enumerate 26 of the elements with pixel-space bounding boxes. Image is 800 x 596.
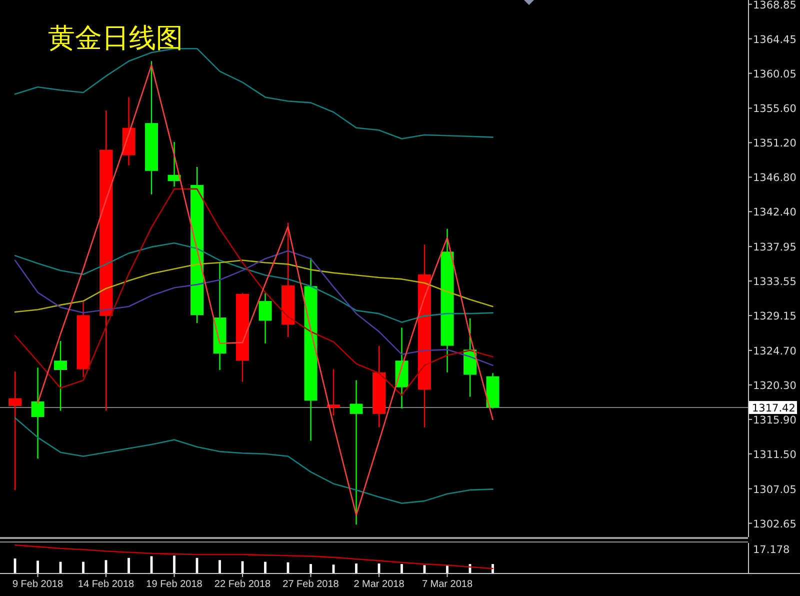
x-tick-label: 22 Feb 2018	[214, 579, 272, 590]
y-tick-label: 1360.05	[753, 68, 796, 80]
y-tick-label: 1329.15	[753, 310, 796, 323]
text: 黄金日线图	[48, 23, 183, 54]
y-tick-label: 1368.85	[753, 0, 796, 12]
y-tick-label: 1342.40	[753, 206, 796, 219]
x-tick-label: 9 Feb 2018	[12, 579, 64, 590]
x-tick-label: 2 Mar 2018	[354, 579, 405, 590]
x-tick-label: 27 Feb 2018	[282, 579, 340, 590]
y-tick-label: 1302.65	[753, 518, 796, 530]
x-tick-label: 7 Mar 2018	[422, 579, 473, 590]
y-tick-label: 1324.70	[753, 345, 796, 358]
y-tick-label: 1315.90	[753, 414, 796, 426]
y-tick-label: 1351.20	[753, 138, 796, 150]
y-tick-label: 1333.55	[753, 276, 796, 288]
y-tick-label: 1364.45	[753, 34, 796, 46]
text: 17.178	[753, 544, 790, 556]
y-tick-label: 1355.60	[753, 103, 796, 116]
x-tick-label: 19 Feb 2018	[146, 579, 203, 590]
x-tick-label: 14 Feb 2018	[78, 579, 135, 590]
y-tick-label: 1337.95	[753, 242, 796, 254]
ref-line-label: 1317.42	[752, 402, 796, 414]
y-tick-label: 1346.80	[753, 172, 796, 184]
y-tick-label: 1311.50	[753, 448, 796, 461]
y-tick-label: 1320.30	[753, 380, 796, 392]
y-tick-label: 1307.05	[753, 484, 796, 496]
